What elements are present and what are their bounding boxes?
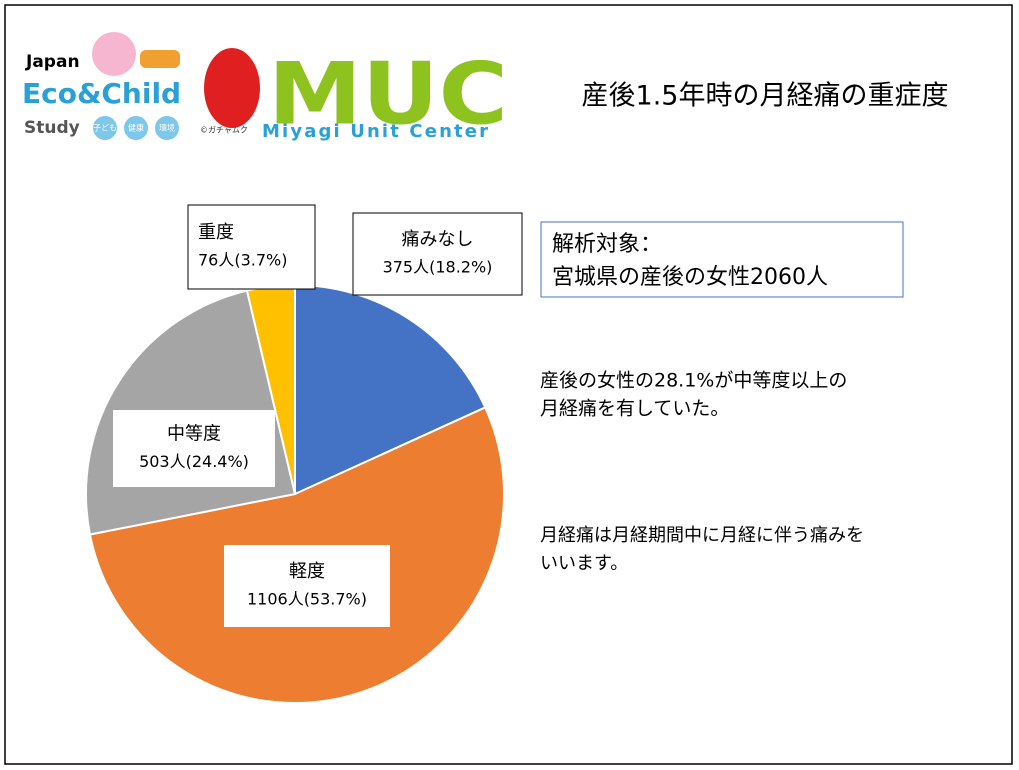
logo-figure: [140, 50, 180, 68]
labels: 痛みなし 375人(18.2%) 軽度 1106人(53.7%) 中等度 503人(24.…: [113, 204, 523, 627]
category-label: 軽度: [289, 561, 325, 582]
logo-badge: [93, 116, 117, 140]
logo-badge-text: 健康: [128, 123, 144, 133]
pie-slice: [294, 283, 487, 496]
logo-copyright: ©ガチャムク: [200, 125, 248, 135]
logo-badge-text: 環境: [159, 123, 175, 133]
category-label: 痛みなし: [402, 229, 474, 250]
chart-title: 産後1.5年時の月経痛の重症度: [582, 81, 949, 112]
category-label: 中等度: [167, 424, 221, 445]
subject-text: 解析対象：: [552, 232, 662, 257]
subject-box: [540, 221, 904, 298]
note: 月経痛を有していた。: [540, 398, 729, 420]
value-label: 503人(24.4%): [139, 452, 249, 471]
label-box: [113, 410, 275, 487]
logo-text: Japan: [25, 52, 80, 72]
category-label: 重度: [198, 222, 234, 243]
logo-badge: [155, 116, 179, 140]
label-box: [224, 545, 390, 627]
value-label: 76人(3.7%): [198, 251, 288, 270]
label-box: [187, 204, 316, 290]
logo-sun: [92, 32, 136, 76]
logo-text: Eco&Child: [22, 77, 181, 110]
logo-text: Study: [24, 118, 80, 138]
note: 月経痛は月経期間中に月経に伴う痛みを: [540, 525, 864, 546]
pie: [85, 283, 505, 705]
logo-badge-text: 子ども: [93, 124, 117, 133]
logo-center: Miyagi Unit Center: [262, 121, 488, 142]
logo-muc: MUC: [268, 44, 508, 144]
value-label: 375人(18.2%): [383, 258, 493, 277]
subject-text: 宮城県の産後の女性2060人: [552, 265, 828, 290]
note: いいます。: [540, 553, 628, 574]
logo-mascot: [204, 48, 260, 128]
note: 産後の女性の28.1%が中等度以上の: [540, 370, 847, 392]
label-box: [352, 212, 523, 296]
value-label: 1106人(53.7%): [247, 590, 367, 609]
logo-badge: [124, 116, 148, 140]
logo: Japan Eco&Child Study 子ども 健康 環境 ©ガチャムク M…: [14, 24, 514, 152]
